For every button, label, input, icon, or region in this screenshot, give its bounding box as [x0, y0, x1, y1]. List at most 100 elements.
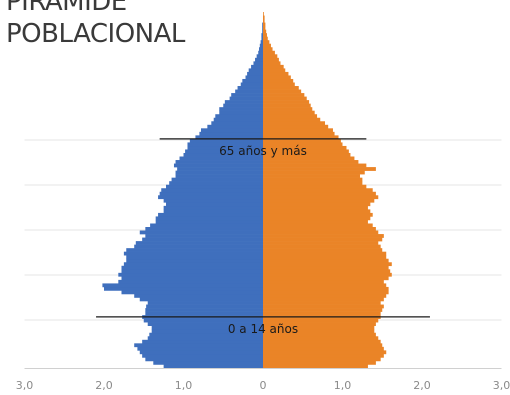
right-bar-age-78	[263, 89, 302, 94]
left-bar-age-64	[189, 138, 263, 143]
left-bar-age-55	[175, 170, 263, 175]
right-bar-age-30	[263, 258, 389, 263]
left-bar-age-81	[242, 78, 263, 83]
left-bar-age-39	[145, 227, 263, 231]
right-bar-age-90	[263, 47, 273, 52]
left-bar-age-9	[149, 332, 263, 337]
chart-title-line-1: PIRAMIDE	[6, 0, 127, 17]
right-bar-age-69	[263, 121, 326, 126]
right-bar-age-23	[263, 283, 387, 288]
right-bar-age-21	[263, 290, 389, 295]
right-bar-age-96	[263, 26, 266, 30]
left-bar-age-30	[126, 258, 263, 263]
right-bar-age-58	[263, 160, 359, 164]
left-bar-age-34	[134, 244, 263, 249]
left-bar-age-89	[258, 50, 263, 55]
right-bar-age-95	[263, 29, 267, 34]
left-bar-age-84	[248, 68, 263, 73]
left-bar-age-52	[169, 181, 263, 186]
left-bar-age-74	[223, 103, 263, 108]
left-bar-age-50	[161, 188, 263, 193]
left-bar-age-51	[166, 184, 263, 189]
left-bar-age-77	[231, 93, 263, 97]
left-bar-age-32	[123, 251, 264, 256]
right-bar-age-60	[263, 152, 351, 157]
right-bar-age-35	[263, 241, 379, 245]
right-bar-age-81	[263, 78, 294, 83]
x-tick-label: 3,0	[16, 379, 34, 392]
right-bar-age-51	[263, 184, 367, 189]
left-bar-age-92	[260, 40, 263, 45]
left-bar-age-95	[262, 29, 263, 34]
right-bar-age-67	[263, 128, 333, 133]
left-bar-age-94	[261, 33, 263, 37]
left-bar-age-82	[245, 75, 263, 80]
left-bar-age-26	[118, 272, 263, 277]
right-bar-age-65	[263, 135, 339, 140]
left-bar-age-27	[121, 269, 264, 274]
right-bar-age-47	[263, 198, 375, 203]
right-bar-age-38	[263, 230, 379, 235]
right-bar-age-29	[263, 262, 392, 267]
left-bar-age-17	[146, 304, 263, 309]
right-bar-age-56	[263, 167, 376, 171]
right-bar-age-17	[263, 304, 384, 309]
right-bar-age-53	[263, 177, 363, 182]
left-bar-age-83	[247, 71, 263, 76]
right-bar-age-97	[263, 22, 266, 27]
left-bar-age-46	[166, 202, 263, 207]
left-bar-age-6	[134, 343, 263, 348]
left-bar-age-13	[143, 318, 263, 323]
right-bar-age-9	[263, 332, 376, 337]
right-bar-age-79	[263, 86, 299, 90]
left-bar-age-43	[158, 212, 263, 217]
right-bar-age-10	[263, 329, 375, 334]
right-bar-age-83	[263, 71, 289, 76]
right-bar-age-57	[263, 163, 367, 168]
left-bar-age-38	[139, 230, 263, 235]
left-bar-age-57	[173, 163, 263, 168]
left-bar-age-41	[155, 219, 264, 224]
right-bar-age-64	[263, 138, 341, 143]
x-tick-label: 0	[260, 379, 267, 392]
left-bar-age-7	[142, 339, 263, 344]
x-tick-label: 1,0	[334, 379, 352, 392]
left-bar-age-97	[262, 22, 263, 27]
right-bars-series	[263, 12, 392, 369]
right-bar-age-93	[263, 36, 268, 41]
right-bar-age-70	[263, 117, 321, 122]
right-bar-age-77	[263, 93, 305, 97]
left-bar-age-18	[147, 301, 263, 305]
right-bar-age-2	[263, 357, 381, 362]
left-bar-age-3	[142, 353, 263, 358]
right-bar-age-3	[263, 353, 384, 358]
right-bar-age-76	[263, 96, 307, 101]
left-bar-age-19	[139, 297, 263, 302]
right-bar-age-75	[263, 100, 310, 104]
right-bar-age-46	[263, 202, 371, 207]
right-bar-age-18	[263, 301, 381, 305]
right-bar-age-20	[263, 293, 387, 298]
right-bar-age-44	[263, 209, 371, 214]
left-bar-age-31	[126, 255, 263, 260]
right-bar-age-13	[263, 318, 379, 323]
right-bar-age-91	[263, 43, 271, 48]
right-bar-age-61	[263, 149, 349, 154]
right-bar-age-94	[263, 33, 267, 37]
left-bar-age-33	[126, 248, 263, 252]
x-tick-label: 1,0	[175, 379, 193, 392]
right-bar-age-84	[263, 68, 286, 73]
left-bar-age-59	[179, 156, 263, 161]
left-bar-age-58	[175, 160, 263, 164]
right-bar-age-4	[263, 350, 387, 355]
right-bar-age-72	[263, 110, 315, 115]
left-bar-age-68	[207, 124, 263, 129]
right-bar-age-74	[263, 103, 311, 108]
right-bar-age-0	[263, 364, 368, 369]
x-tick-label: 2,0	[413, 379, 431, 392]
right-bar-age-80	[263, 82, 295, 87]
right-bar-age-25	[263, 276, 389, 281]
chart-title: PIRAMIDE POBLACIONAL	[6, 0, 185, 50]
left-bar-age-71	[215, 114, 263, 119]
